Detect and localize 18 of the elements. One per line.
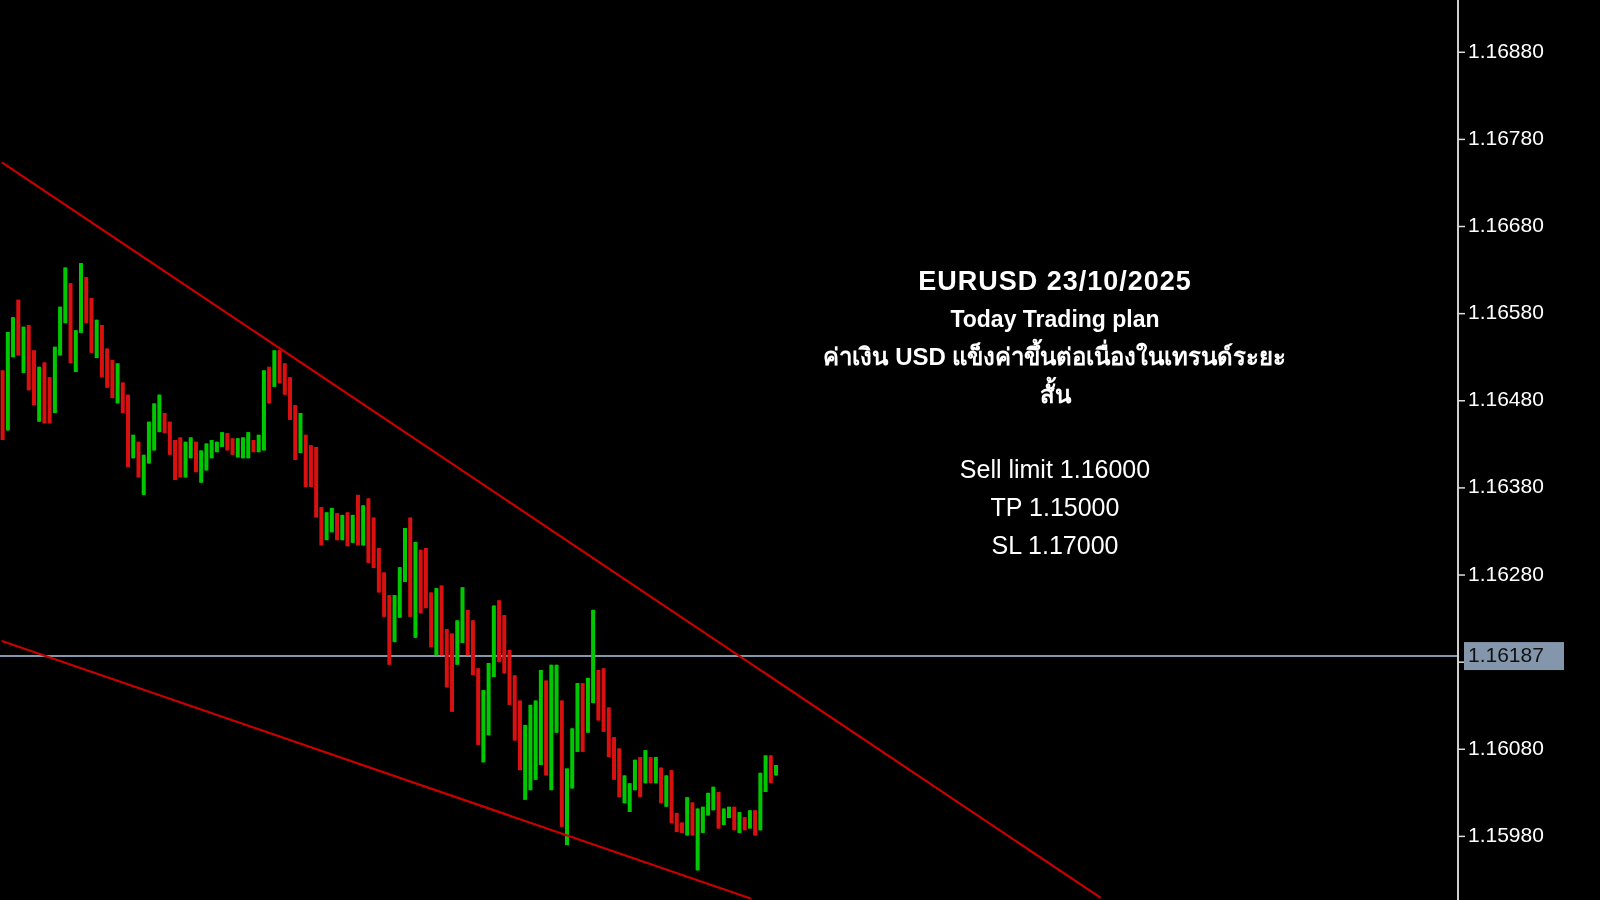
y-tick-label: 1.16880 [1468,38,1544,62]
annotation: ค่าเงิน USD แข็งค่าขึ้นต่อเนื่องในเทรนด์ระยะสั้น [822,338,1288,410]
text: EURUSD 23/10/2025 [917,265,1193,298]
ref-line-label: 1.16187 [1468,642,1544,666]
y-tick-label: 1.16480 [1468,387,1544,411]
y-tick-label: 1.15980 [1468,822,1544,846]
annotation: TP 1.15000 [989,492,1121,523]
annotation: SL 1.17000 [990,530,1120,561]
y-tick-label: 1.16580 [1468,300,1544,324]
y-tick-label: 1.16780 [1468,125,1544,149]
y-tick-label: 1.16380 [1468,474,1544,498]
y-tick-label: 1.16680 [1468,213,1544,237]
annotation: Sell limit 1.16000 [958,454,1152,485]
candlestick [737,811,742,834]
y-tick-label: 1.16080 [1468,735,1544,759]
y-tick-label: 1.16280 [1468,561,1544,585]
text: Today Trading plan [949,305,1161,334]
candlestick [747,809,752,830]
